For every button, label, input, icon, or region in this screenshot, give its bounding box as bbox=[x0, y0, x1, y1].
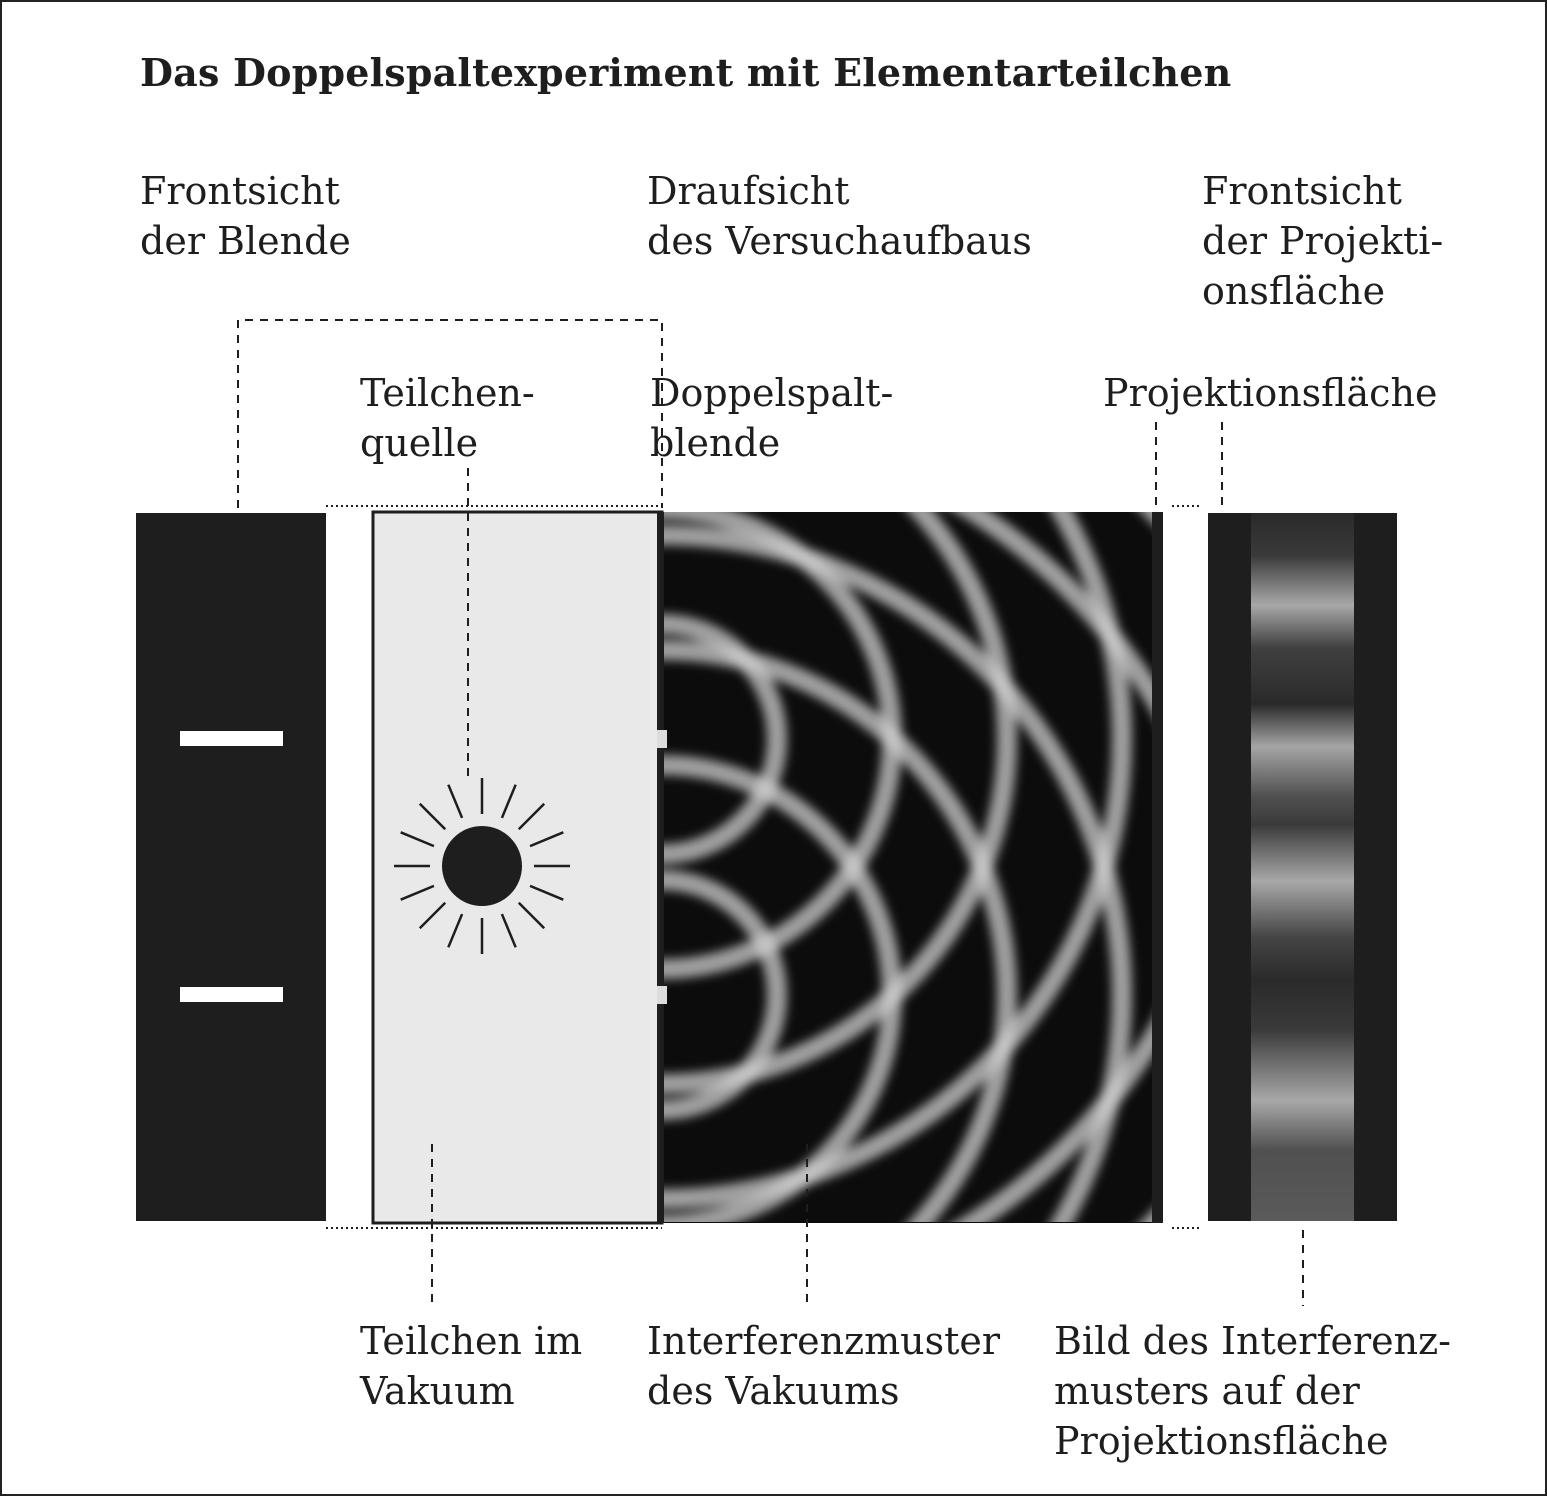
label-interference-pattern: Interferenzmuster des Vakuums bbox=[647, 1319, 1001, 1413]
aperture-slit-bottom bbox=[180, 987, 283, 1002]
interference-waves bbox=[662, 512, 1152, 1222]
label-screen-image: Bild des Interferenz- musters auf der Pr… bbox=[1054, 1319, 1451, 1463]
label-particles-in-vacuum: Teilchen im Vakuum bbox=[360, 1319, 583, 1413]
slit-barrier-bottom bbox=[657, 1004, 664, 1223]
slit-barrier-middle bbox=[657, 748, 664, 986]
diagram-title: Das Doppelspaltexperiment mit Elementart… bbox=[140, 50, 1232, 95]
dotted-connectors bbox=[326, 505, 1202, 1229]
label-top-view-setup: Draufsicht des Versuchaufbaus bbox=[647, 169, 1032, 263]
wave-crest bbox=[662, 640, 1017, 1222]
label-particle-source: Teilchen- quelle bbox=[360, 371, 535, 465]
sun-ray bbox=[418, 901, 447, 930]
sun-ray bbox=[517, 901, 546, 930]
sun-ray bbox=[447, 913, 464, 948]
sun-ray bbox=[500, 913, 517, 948]
leader-lines bbox=[237, 319, 1304, 1306]
wave-crest bbox=[662, 870, 787, 1120]
sun-ray bbox=[529, 884, 564, 901]
projection-screen-image bbox=[1251, 513, 1354, 1221]
sun-ray bbox=[500, 784, 517, 819]
slit-barrier-top bbox=[657, 512, 664, 730]
slit-opening-bottom bbox=[657, 986, 667, 1004]
wave-crest bbox=[662, 512, 1132, 1209]
wave-crest bbox=[662, 614, 787, 864]
label-front-view-aperture: Frontsicht der Blende bbox=[140, 169, 351, 263]
particle-source-icon bbox=[394, 778, 570, 954]
aperture-front-panel bbox=[136, 513, 326, 1221]
sun-ray bbox=[517, 802, 546, 831]
leader-bracket-aperture bbox=[237, 319, 663, 508]
wave-crest bbox=[662, 755, 902, 1222]
label-front-view-screen: Frontsicht der Projekti- onsfläche bbox=[1202, 169, 1444, 313]
label-projection-screen: Projektionsfläche bbox=[1103, 371, 1438, 415]
sun-ray bbox=[400, 884, 435, 901]
slit-opening-top bbox=[657, 730, 667, 748]
aperture-slit-top bbox=[180, 731, 283, 746]
wave-crest bbox=[662, 525, 1132, 1222]
interference-panel-edge bbox=[1152, 512, 1163, 1223]
label-double-slit-aperture: Doppelspalt- blende bbox=[650, 371, 894, 465]
interference-panel bbox=[662, 512, 1162, 1223]
wave-crest bbox=[662, 512, 1017, 1094]
sun-ray bbox=[400, 831, 435, 848]
sun-ray bbox=[447, 784, 464, 819]
sun-ray bbox=[529, 831, 564, 848]
sun-ray bbox=[418, 802, 447, 831]
